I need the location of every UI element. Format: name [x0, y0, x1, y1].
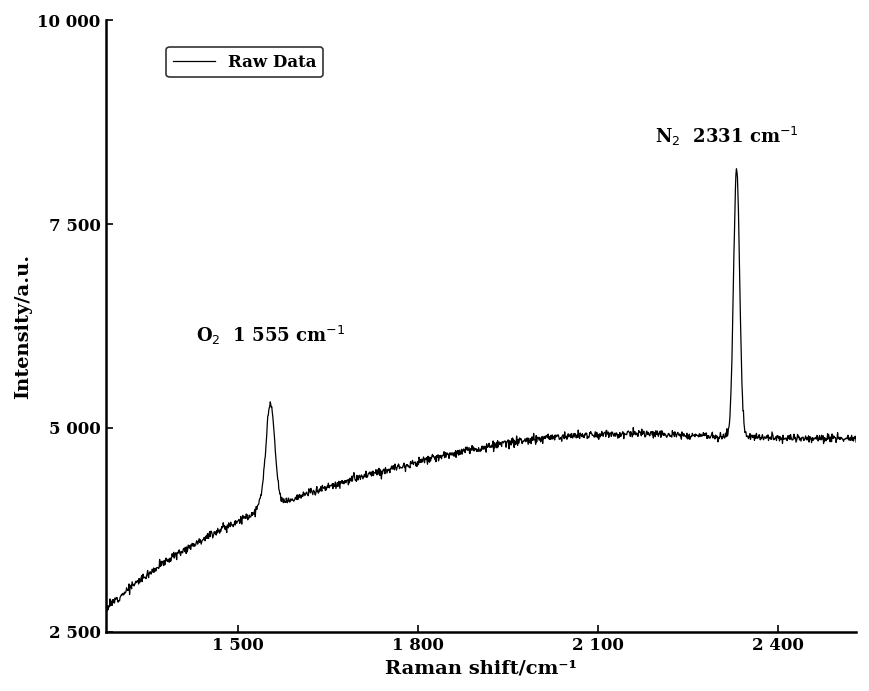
Raw Data	[448, 452, 458, 460]
Raw Data	[850, 438, 860, 446]
Raw Data	[159, 556, 169, 565]
Line: Raw Data: Raw Data	[105, 169, 855, 611]
Raw Data	[730, 164, 740, 173]
Raw Data	[527, 436, 538, 444]
Raw Data	[102, 607, 112, 615]
Raw Data	[100, 604, 110, 612]
Text: N$_2$  2331 cm$^{-1}$: N$_2$ 2331 cm$^{-1}$	[654, 124, 798, 148]
X-axis label: Raman shift/cm⁻¹: Raman shift/cm⁻¹	[384, 659, 576, 677]
Legend: Raw Data: Raw Data	[166, 47, 323, 77]
Text: O$_2$  1 555 cm$^{-1}$: O$_2$ 1 555 cm$^{-1}$	[196, 324, 344, 348]
Raw Data	[189, 542, 200, 551]
Raw Data	[419, 459, 429, 467]
Raw Data	[434, 453, 445, 462]
Y-axis label: Intensity/a.u.: Intensity/a.u.	[14, 254, 32, 399]
